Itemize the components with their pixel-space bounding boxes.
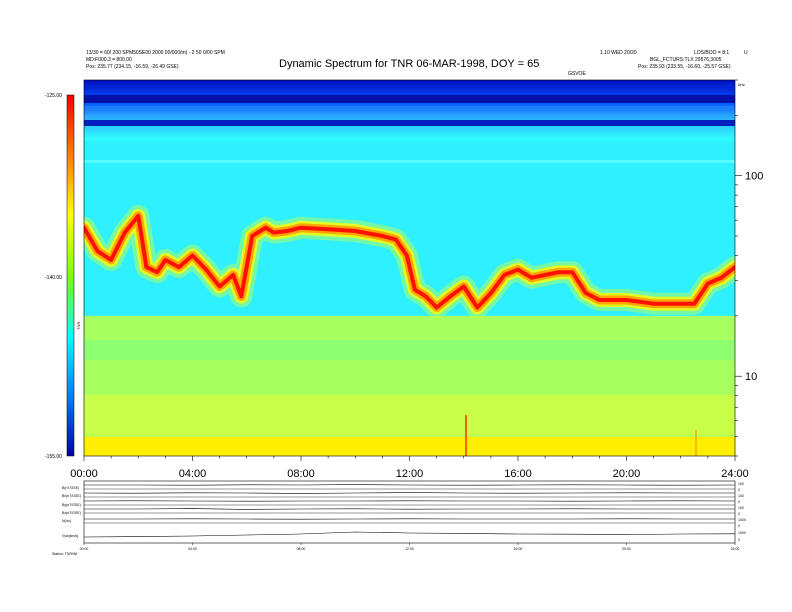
- spectrogram-ridge: [84, 204, 735, 319]
- ridge-stroke-3: [84, 213, 735, 310]
- x-tick-label: 16:00: [504, 468, 532, 480]
- header-right-line-3: BGL_FCTURS:TLX 29576,3005: [650, 57, 722, 63]
- chart-title: Dynamic Spectrum for TNR 06-MAR-1998, DO…: [279, 58, 540, 70]
- colorbar-label: TNR: [76, 322, 81, 330]
- header-left-line-3: Pos: 235.77 (234.15, -16.59, -26.49 GSE): [86, 64, 179, 70]
- panel-right-tick: 100: [738, 482, 744, 486]
- panel-x-tick-label: 00:00: [80, 547, 89, 551]
- panel-label: B(nT/GSE): [62, 486, 79, 490]
- y-tick-label: 10: [745, 371, 757, 383]
- panel-label: Bx(nT/GSE): [62, 494, 81, 498]
- panel-x-tick-label: 16:00: [514, 547, 523, 551]
- panel-right-tick: 100: [738, 494, 744, 498]
- panel-x-tick-label: 04:00: [188, 547, 197, 551]
- x-tick-label: 24:00: [721, 468, 749, 480]
- solar-wind-panels: [83, 480, 736, 545]
- spectrogram-top-band-stripe: [84, 106, 735, 111]
- spectrogram-top-band-stripe: [84, 120, 735, 126]
- spectrogram: [84, 80, 735, 456]
- x-tick-label: 04:00: [179, 468, 207, 480]
- solar-wind-panels-frame: [83, 480, 736, 544]
- panel-x-tick-label: 24:00: [731, 547, 740, 551]
- panel-series-line: [83, 492, 735, 494]
- panel-right-tick: 1000: [738, 531, 746, 535]
- spectrogram-top-band-stripe: [84, 160, 735, 163]
- header-corner-mark: U: [744, 50, 748, 56]
- panel-x-tick-label: 20:00: [622, 547, 631, 551]
- header-right-line-4: Pos: 235.93 (233.55, -16.60, -25.57 GSE): [638, 64, 731, 70]
- colorbar: [66, 94, 75, 457]
- spectrogram-yellow-band: [84, 436, 735, 456]
- colorbar-tick-label: -140.00: [45, 275, 62, 281]
- y-axis: [735, 79, 742, 457]
- panel-right-tick: 0: [738, 538, 740, 542]
- header-right-line-2: LOS/BOO = 8:1: [694, 50, 730, 56]
- panel-label: Vsw(km/s): [62, 534, 78, 538]
- x-tick-label: 20:00: [613, 468, 641, 480]
- x-axis: [83, 456, 736, 461]
- panel-label: By(nT/GSE): [62, 503, 81, 507]
- colorbar-tick-label: -125.00: [45, 93, 62, 99]
- panel-x-tick-label: 12:00: [405, 547, 414, 551]
- panel-x-tick-label: 08:00: [297, 547, 306, 551]
- panel-label: Bz(nT/GSE): [62, 511, 81, 515]
- spectrogram-top-band-stripe: [84, 95, 735, 103]
- panel-label: N(/cc): [62, 519, 71, 523]
- x-tick-label: 08:00: [287, 468, 315, 480]
- x-tick-label: 12:00: [396, 468, 424, 480]
- header-right-small-label: GSVOE: [568, 71, 586, 77]
- y-tick-label: 100: [745, 171, 763, 183]
- footer-label: Station: TNR/WI: [52, 552, 77, 556]
- y-axis-unit: kHz: [738, 82, 745, 87]
- x-tick-label: 00:00: [70, 468, 98, 480]
- panel-right-tick: 0: [738, 524, 740, 528]
- colorbar-tick-label: -155.00: [45, 454, 62, 460]
- header-left-line-2: MD:F000.3 = 800.00: [86, 57, 132, 63]
- panel-series-line: [83, 531, 736, 538]
- spectrogram-green-band-upper: [84, 340, 735, 360]
- panel-series-line: [84, 484, 736, 486]
- panel-right-tick: 0: [738, 488, 740, 492]
- panel-right-tick: 0: [738, 500, 740, 504]
- panel-series-line: [84, 508, 735, 510]
- header-right-line-1: 1.10 WED 20/20: [600, 50, 637, 56]
- spectrogram-green-band-lower: [84, 395, 735, 435]
- header-left-line-1: 13/30 = 60/ 200 SPM50SE00 2000 00/000/m)…: [86, 50, 225, 56]
- panel-right-tick: 100: [738, 506, 744, 510]
- panel-right-tick: 0: [738, 512, 740, 516]
- panel-right-tick: 1000: [738, 518, 746, 522]
